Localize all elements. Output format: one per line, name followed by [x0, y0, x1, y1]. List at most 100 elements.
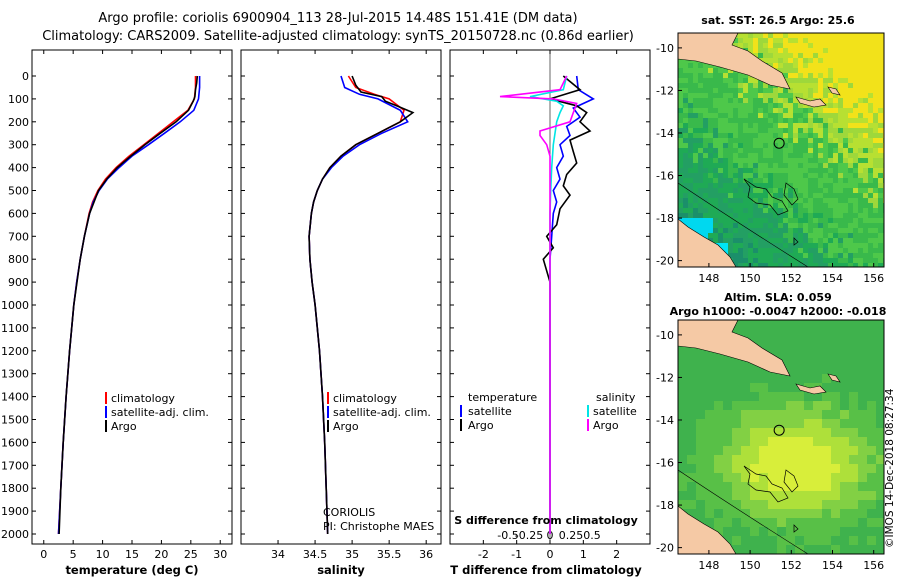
- reef-outline: [793, 237, 799, 246]
- x-tick-label: 25: [184, 548, 198, 561]
- y-tick-label: 500: [8, 185, 29, 198]
- y-tick-label: 1800: [1, 482, 29, 495]
- x-tick-label: 0: [40, 548, 47, 561]
- t-argo-diff-line: [542, 75, 592, 534]
- map-x-tick-label: 150: [740, 272, 761, 285]
- map-y-tick-label: -12: [656, 84, 674, 97]
- land-australia: [678, 218, 737, 267]
- x-tick-label: 30: [213, 548, 227, 561]
- legend-label-argo: Argo: [333, 420, 359, 433]
- sst-map-title: sat. SST: 26.5 Argo: 25.6: [701, 14, 855, 27]
- salinity-satellite-line: [308, 75, 409, 535]
- legend-label-s-argo: Argo: [593, 419, 619, 432]
- legend-label-climatology: climatology: [111, 392, 175, 405]
- legend-label-t-argo: Argo: [468, 419, 494, 432]
- map-frame: [677, 32, 885, 268]
- map-x-tick-label: 154: [822, 272, 843, 285]
- y-tick-label: 1900: [1, 505, 29, 518]
- map-y-tick-label: -12: [656, 371, 674, 384]
- sst-map: -10 -12 -14 -16 -18 -20 148 150 152 154 156: [656, 32, 885, 285]
- map-y-tick-label: -20: [656, 542, 674, 555]
- reef-outline: [793, 524, 799, 533]
- salinity-legend: climatology satellite-adj. clim. Argo CO…: [323, 392, 434, 533]
- temperature-legend: climatology satellite-adj. clim. Argo: [105, 392, 209, 433]
- legend-label-argo: Argo: [111, 420, 137, 433]
- map-y-tick-label: -16: [656, 457, 674, 470]
- legend-label-climatology: climatology: [333, 392, 397, 405]
- legend-label-satellite: satellite-adj. clim.: [111, 406, 209, 419]
- legend-label-satellite: satellite-adj. clim.: [333, 406, 431, 419]
- map-frame: [677, 319, 885, 555]
- map-y-tick-label: -14: [656, 414, 674, 427]
- y-tick-label: 1000: [1, 299, 29, 312]
- x-tick-label: 34.5: [303, 548, 328, 561]
- y-tick-label: 1400: [1, 391, 29, 404]
- reef-outline: [783, 469, 799, 493]
- y-tick-label: 2000: [1, 528, 29, 541]
- map-field: [678, 320, 884, 554]
- map-y-tick-label: -20: [656, 255, 674, 268]
- legend-title-salinity: salinity: [596, 391, 636, 404]
- title-line-2: Climatology: CARS2009. Satellite-adjuste…: [42, 29, 634, 44]
- land-island: [827, 86, 841, 96]
- x-tick-label: 34: [271, 548, 285, 561]
- title-line-1: Argo profile: coriolis 6900904_113 28-Ju…: [98, 11, 577, 26]
- difference-top-label: S difference from climatology: [454, 514, 638, 527]
- x-tick-label: -1: [511, 548, 522, 561]
- map-y-tick-label: -10: [656, 329, 674, 342]
- y-tick-label: 200: [8, 116, 29, 129]
- y-tick-label: 1500: [1, 414, 29, 427]
- reef-outline: [743, 465, 789, 503]
- reef-outline: [743, 178, 789, 216]
- footer-pi: PI: Christophe MAES: [323, 520, 434, 533]
- s-satellite-diff-line: [529, 75, 568, 534]
- sla-map-title-2: Argo h1000: -0.0047 h2000: -0.018: [670, 305, 887, 318]
- x-tick-label: 35.5: [377, 548, 402, 561]
- map-x-tick-label: 148: [698, 559, 719, 572]
- y-tick-label: 1200: [1, 345, 29, 358]
- y-tick-label: 1300: [1, 368, 29, 381]
- contour-line: [678, 469, 809, 554]
- salinity-xlabel: salinity: [317, 563, 365, 577]
- x-tick-label: 0: [547, 548, 554, 561]
- legend-label-s-satellite: satellite: [593, 405, 637, 418]
- map-x-tick-label: 156: [863, 272, 884, 285]
- legend-title-temperature: temperature: [468, 391, 537, 404]
- x-tick-label: -2: [478, 548, 489, 561]
- x-tick-label: 1: [580, 548, 587, 561]
- x-tick-label: 2: [613, 548, 620, 561]
- y-tick-label: 400: [8, 162, 29, 175]
- salinity-argo-line: [308, 75, 415, 535]
- x-tick-label: 20: [154, 548, 168, 561]
- x-tick-label: 5: [70, 548, 77, 561]
- map-x-tick-label: 152: [781, 559, 802, 572]
- sla-map-title-1: Altim. SLA: 0.059: [724, 291, 831, 304]
- x-tick-label: 15: [125, 548, 139, 561]
- map-y-tick-label: -10: [656, 42, 674, 55]
- temperature-xlabel: temperature (deg C): [65, 563, 198, 577]
- salinity-panel-frame: [240, 49, 442, 545]
- reef-outline: [783, 182, 799, 206]
- map-y-tick-label: -18: [656, 212, 674, 225]
- map-y-tick-label: -14: [656, 127, 674, 140]
- x-tick-label: 10: [96, 548, 110, 561]
- temperature-climatology-line: [57, 76, 197, 535]
- x-tick-label: 35: [345, 548, 359, 561]
- legend-label-t-satellite: satellite: [468, 405, 512, 418]
- land-island: [795, 96, 827, 108]
- land-australia: [678, 505, 737, 554]
- contour-line: [678, 182, 809, 267]
- land-island: [795, 383, 827, 395]
- land-island: [827, 373, 841, 383]
- y-tick-label: 1100: [1, 322, 29, 335]
- y-tick-label: 900: [8, 276, 29, 289]
- y-tick-label: 300: [8, 139, 29, 152]
- map-y-tick-label: -16: [656, 170, 674, 183]
- s-tick-label: -0.5: [497, 529, 518, 542]
- footer-coriolis: CORIOLIS: [323, 506, 375, 519]
- y-tick-label: 0: [22, 70, 29, 83]
- y-tick-label: 1700: [1, 459, 29, 472]
- s-tick-label: 0.25: [559, 529, 584, 542]
- map-field: [678, 33, 884, 267]
